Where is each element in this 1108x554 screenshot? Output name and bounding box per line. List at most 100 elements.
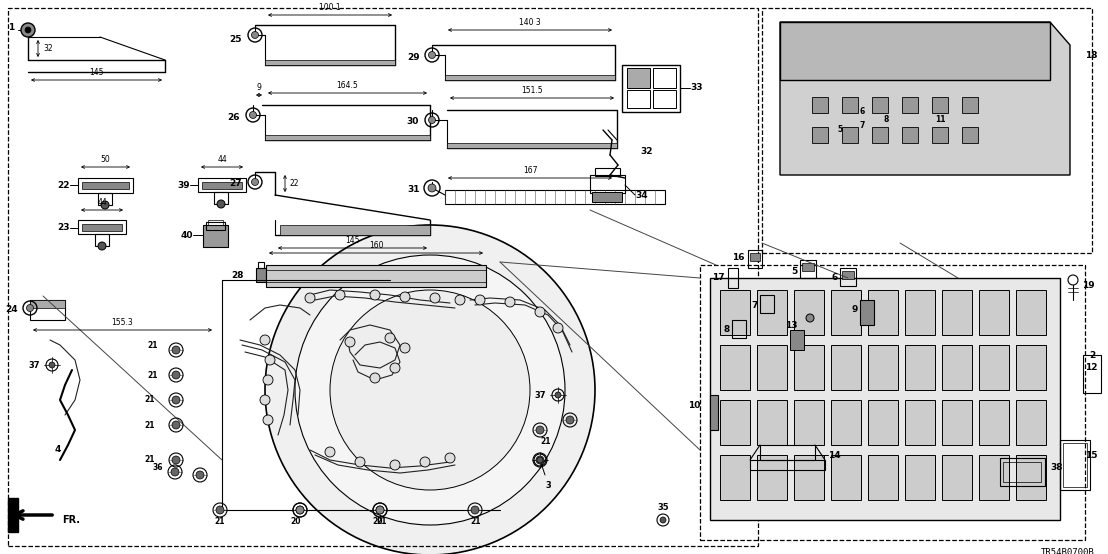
Circle shape: [172, 421, 179, 429]
Circle shape: [428, 184, 437, 192]
Bar: [812, 97, 828, 113]
Text: 6: 6: [860, 107, 864, 116]
Circle shape: [305, 293, 315, 303]
Circle shape: [536, 456, 544, 464]
Bar: [98, 193, 112, 205]
Circle shape: [172, 346, 179, 354]
Circle shape: [566, 416, 574, 424]
Circle shape: [370, 373, 380, 383]
Text: 40: 40: [181, 230, 193, 239]
Text: 11: 11: [935, 115, 945, 125]
Bar: [794, 455, 824, 500]
Bar: [700, 265, 1085, 540]
Text: 33: 33: [690, 84, 702, 93]
Bar: [720, 455, 750, 500]
Text: 38: 38: [1050, 464, 1063, 473]
Text: 44: 44: [98, 198, 106, 207]
Bar: [790, 330, 804, 350]
Bar: [757, 400, 787, 445]
Circle shape: [265, 225, 595, 554]
Bar: [214, 192, 228, 204]
Text: 167: 167: [523, 166, 537, 175]
Text: 27: 27: [229, 179, 242, 188]
Text: 21: 21: [144, 420, 155, 429]
Text: 25: 25: [229, 35, 242, 44]
Text: 10: 10: [688, 401, 700, 409]
Circle shape: [537, 457, 543, 463]
Bar: [750, 460, 825, 470]
Bar: [942, 400, 972, 445]
Text: 32: 32: [640, 147, 653, 156]
Bar: [208, 220, 223, 225]
Circle shape: [455, 295, 465, 305]
Circle shape: [400, 343, 410, 353]
Circle shape: [49, 362, 55, 368]
Circle shape: [101, 201, 109, 209]
Text: FR.: FR.: [62, 515, 80, 525]
Bar: [1016, 290, 1046, 335]
Bar: [8, 8, 758, 546]
Text: 4: 4: [54, 445, 61, 454]
Bar: [932, 97, 948, 113]
Polygon shape: [780, 22, 1050, 80]
Bar: [905, 400, 935, 445]
Bar: [757, 455, 787, 500]
Circle shape: [265, 355, 275, 365]
Bar: [831, 290, 861, 335]
Bar: [280, 225, 430, 235]
Circle shape: [429, 52, 435, 59]
Circle shape: [384, 333, 394, 343]
Bar: [256, 268, 266, 282]
Bar: [902, 97, 919, 113]
Bar: [720, 290, 750, 335]
Bar: [979, 400, 1009, 445]
Circle shape: [370, 290, 380, 300]
Bar: [831, 400, 861, 445]
Circle shape: [295, 255, 565, 525]
Bar: [728, 268, 738, 288]
Text: 2: 2: [1090, 351, 1096, 360]
Text: 21: 21: [144, 455, 155, 464]
Text: 140 3: 140 3: [520, 18, 541, 27]
Bar: [198, 178, 246, 192]
Circle shape: [390, 460, 400, 470]
Bar: [732, 320, 746, 338]
Text: 14: 14: [828, 450, 841, 459]
Text: 23: 23: [58, 223, 70, 233]
Text: 44: 44: [217, 155, 227, 164]
Circle shape: [806, 314, 814, 322]
Circle shape: [98, 242, 106, 250]
Bar: [748, 250, 762, 268]
Circle shape: [553, 323, 563, 333]
Text: 19: 19: [1083, 280, 1095, 290]
Text: 37: 37: [534, 391, 546, 399]
Circle shape: [217, 200, 225, 208]
Circle shape: [505, 297, 515, 307]
Circle shape: [21, 23, 35, 37]
Text: 100 1: 100 1: [319, 3, 341, 12]
Bar: [794, 290, 824, 335]
Text: 34: 34: [635, 191, 647, 199]
Bar: [831, 345, 861, 390]
Bar: [979, 455, 1009, 500]
Circle shape: [260, 395, 270, 405]
Bar: [842, 127, 858, 143]
Bar: [95, 234, 109, 246]
Bar: [595, 168, 620, 176]
Bar: [202, 182, 242, 189]
Bar: [794, 345, 824, 390]
Bar: [1083, 355, 1101, 393]
Text: 18: 18: [1086, 50, 1098, 59]
Bar: [860, 300, 874, 325]
Bar: [1060, 440, 1090, 490]
Text: 29: 29: [408, 54, 420, 63]
Bar: [30, 300, 65, 320]
Bar: [258, 262, 264, 268]
Text: 145: 145: [90, 68, 104, 77]
Text: 164.5: 164.5: [337, 81, 358, 90]
Bar: [653, 90, 676, 108]
Bar: [868, 400, 897, 445]
Bar: [750, 253, 760, 261]
Bar: [942, 345, 972, 390]
Circle shape: [430, 293, 440, 303]
